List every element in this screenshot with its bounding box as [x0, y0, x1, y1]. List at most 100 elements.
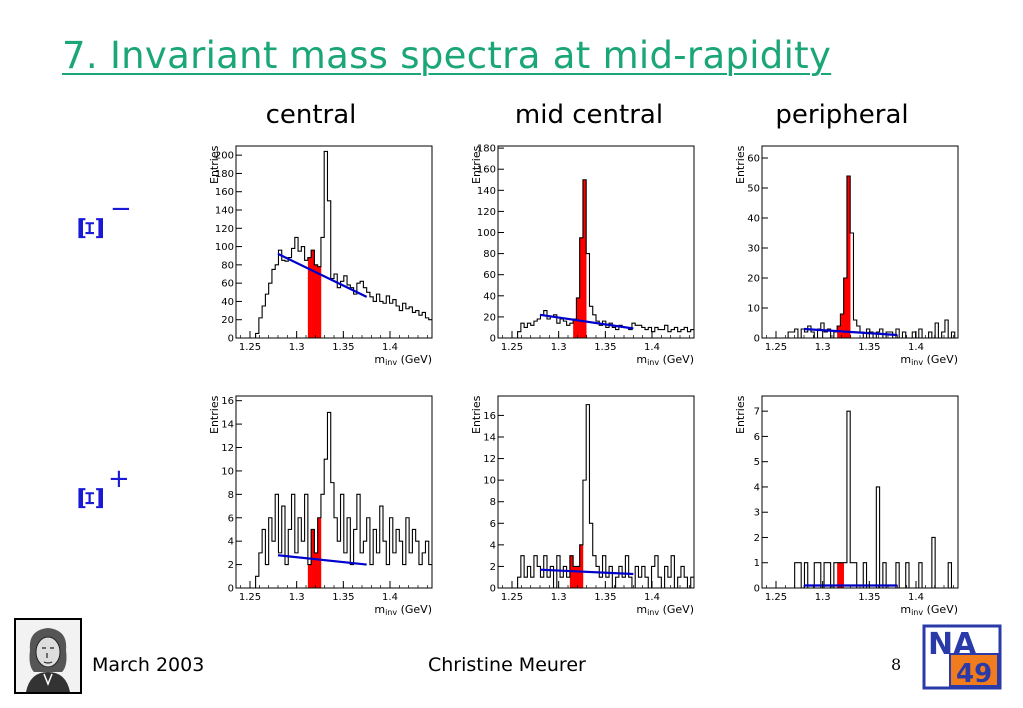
x-tick-label: 1.4 — [644, 342, 660, 353]
signal-bin — [582, 179, 587, 338]
y-tick-label: 60 — [221, 279, 234, 290]
y-axis-label: Entries — [208, 395, 221, 434]
y-tick-label: 100 — [215, 242, 234, 253]
row-label-xi-minus-charge: − — [110, 194, 132, 224]
x-tick-label: 1.3 — [551, 342, 567, 353]
background-fit-line — [803, 327, 898, 337]
y-tick-label: 160 — [215, 187, 234, 198]
y-axis-label: Entries — [208, 145, 221, 184]
signal-bin — [840, 562, 844, 588]
x-tick-label: 1.4 — [908, 342, 924, 353]
signal-bin — [579, 544, 584, 588]
y-tick-label: 8 — [490, 497, 496, 508]
histogram-xi-plus-central: 0 2 4 6 8 10 12 14 16 1.25 1.3 1.35 1.4 Entries minv (… — [208, 395, 433, 617]
y-tick-label: 0 — [228, 584, 234, 595]
y-tick-label: 0 — [490, 584, 496, 595]
histogram-xi-minus-mid-central: 0 20 40 60 80 100 120 140 160 180 1.25 1.3 1.35 1.4 En… — [470, 144, 695, 367]
y-tick-label: 100 — [477, 228, 496, 239]
x-tick-label: 1.4 — [382, 592, 398, 603]
logo-text-top: NA — [928, 627, 977, 662]
signal-bin — [317, 266, 322, 338]
x-tick-label: 1.3 — [551, 592, 567, 603]
signal-bin — [576, 297, 580, 338]
signal-bin — [579, 237, 584, 338]
y-axis-label: Entries — [734, 145, 747, 184]
y-tick-label: 4 — [228, 537, 234, 548]
y-tick-label: 5 — [754, 457, 760, 468]
y-tick-label: 7 — [754, 407, 760, 418]
y-tick-label: 30 — [747, 244, 760, 255]
slide-title: 7. Invariant mass spectra at mid-rapidit… — [62, 34, 832, 77]
y-tick-label: 16 — [221, 396, 234, 407]
signal-bin — [314, 264, 318, 338]
plot-frame — [761, 395, 959, 589]
y-tick-label: 4 — [754, 482, 760, 493]
y-tick-label: 20 — [483, 312, 496, 323]
plot-frame — [497, 145, 695, 339]
x-tick-label: 1.3 — [289, 342, 305, 353]
x-axis-label: minv (GeV) — [900, 353, 958, 367]
signal-bin — [573, 566, 577, 588]
y-axis-label: Entries — [470, 395, 483, 434]
y-tick-label: 180 — [215, 169, 234, 180]
column-header-central: central — [265, 100, 357, 130]
y-tick-label: 50 — [747, 184, 760, 195]
footer-date: March 2003 — [92, 654, 205, 676]
y-tick-label: 40 — [483, 291, 496, 302]
y-tick-label: 2 — [490, 562, 496, 573]
x-tick-label: 1.25 — [239, 342, 261, 353]
y-tick-label: 160 — [477, 165, 496, 176]
histogram-line — [236, 411, 432, 589]
x-axis-label: minv (GeV) — [636, 603, 694, 617]
y-tick-label: 60 — [747, 154, 760, 165]
y-tick-label: 120 — [477, 207, 496, 218]
x-tick-label: 1.4 — [644, 592, 660, 603]
histogram-line — [762, 410, 958, 589]
x-tick-label: 1.25 — [765, 342, 787, 353]
y-tick-label: 40 — [747, 214, 760, 225]
histogram-line — [498, 179, 694, 339]
x-axis-label: minv (GeV) — [374, 353, 432, 367]
signal-bin — [573, 319, 577, 338]
x-tick-label: 1.25 — [239, 592, 261, 603]
signal-bin — [314, 552, 318, 588]
row-label-xi-minus-symbol: Ξ — [71, 216, 112, 240]
signal-bin — [307, 564, 312, 588]
signal-bin — [317, 517, 322, 588]
signal-bin — [837, 562, 841, 588]
y-tick-label: 12 — [221, 443, 234, 454]
background-fit-line — [277, 554, 367, 566]
y-tick-label: 40 — [221, 297, 234, 308]
signal-bin — [840, 314, 844, 338]
y-tick-label: 6 — [228, 513, 234, 524]
y-tick-label: 140 — [477, 186, 496, 197]
row-label-xi-plus: Ξ + — [72, 464, 130, 518]
y-tick-label: 80 — [483, 249, 496, 260]
signal-bin — [846, 176, 851, 338]
x-tick-label: 1.25 — [501, 342, 523, 353]
x-axis-label: minv (GeV) — [636, 353, 694, 367]
histogram-line — [498, 404, 694, 589]
histogram-xi-minus-peripheral: 0 10 20 30 40 50 60 1.25 1.3 1.35 1.4 Entries minv (… — [734, 145, 959, 367]
y-axis-label: Entries — [734, 395, 747, 434]
x-tick-label: 1.35 — [332, 592, 354, 603]
y-tick-label: 60 — [483, 270, 496, 281]
y-tick-label: 120 — [215, 224, 234, 235]
x-tick-label: 1.35 — [594, 342, 616, 353]
y-tick-label: 2 — [754, 533, 760, 544]
column-header-mid-central: mid central — [514, 100, 664, 130]
y-tick-label: 8 — [228, 490, 234, 501]
x-tick-label: 1.4 — [908, 592, 924, 603]
footer-author: Christine Meurer — [428, 654, 586, 676]
x-axis-label: minv (GeV) — [374, 603, 432, 617]
y-tick-label: 20 — [221, 315, 234, 326]
y-tick-label: 14 — [483, 432, 496, 443]
y-tick-label: 1 — [754, 558, 760, 569]
x-tick-label: 1.25 — [501, 592, 523, 603]
x-tick-label: 1.35 — [332, 342, 354, 353]
y-tick-label: 80 — [221, 260, 234, 271]
portrait-image — [14, 618, 82, 694]
page-number: 8 — [891, 655, 902, 674]
x-tick-label: 1.35 — [858, 342, 880, 353]
background-fit-line — [277, 252, 368, 298]
